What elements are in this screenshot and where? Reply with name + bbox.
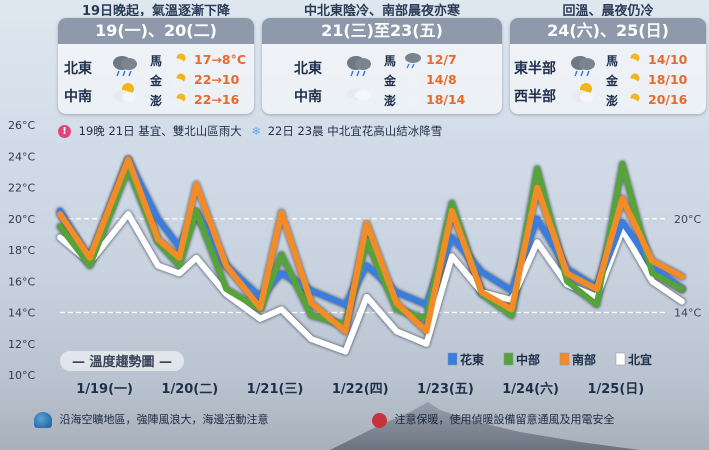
legend-label: 南部: [572, 352, 596, 367]
cloud-icon: [402, 93, 424, 113]
header-title-2: 中北東陰冷、南部晨夜亦寒: [303, 4, 460, 16]
sun-cloud-icon: [622, 71, 644, 93]
legend-label: 花東: [460, 352, 484, 367]
island-temp: 14/8: [426, 72, 457, 87]
reference-label: 20°C: [674, 213, 701, 226]
chart-title-pill: [60, 351, 184, 371]
island-name: 澎: [606, 94, 619, 108]
x-tick-label: 1/19(一): [76, 382, 133, 397]
forecast-panel-2: 21(三)至23(五) 北東 中南 馬 金 澎 12/7 14/8 18/14: [262, 18, 502, 114]
rain-cloud-icon: [344, 52, 374, 82]
header-title-1: 19日晚起，氣溫逐漸下降: [81, 4, 231, 16]
island-name: 澎: [150, 94, 163, 108]
island-name: 澎: [384, 94, 397, 108]
region-name: 西半部: [514, 89, 556, 105]
reference-label: 14°C: [674, 307, 701, 320]
cloud-icon: [344, 82, 374, 108]
forecast-panel-3: 24(六)、25(日) 東半部 西半部 馬 金 澎 14/10 18/10 20…: [510, 18, 706, 114]
sun-cloud-icon: [622, 51, 644, 73]
island-temp: 18/10: [648, 72, 688, 87]
y-tick-label: 20°C: [8, 213, 35, 226]
island-temp: 20/16: [648, 92, 688, 107]
sun-cloud-icon: [568, 80, 598, 110]
sun-cloud-icon: [168, 71, 190, 93]
warning-icon: !: [58, 125, 71, 138]
heater-icon: [372, 412, 387, 428]
warm-warning: 注意保暖，使用偵暖設備留意通風及用電安全: [394, 413, 615, 426]
forecast-panel-1: 19(一)、20(二) 北東 中南 馬 金 澎 17→8°C 22→10 22→…: [58, 18, 254, 114]
wave-icon: [34, 412, 52, 428]
x-tick-label: 1/22(四): [332, 382, 389, 397]
region-name: 中南: [64, 89, 92, 105]
legend-label: 中部: [516, 352, 540, 367]
rain-cloud-icon: [110, 52, 140, 82]
panel-title: 24(六)、25(日): [510, 18, 706, 44]
island-name: 馬: [150, 54, 163, 68]
rain-cloud-icon: [402, 51, 424, 73]
sun-cloud-icon: [622, 91, 644, 113]
region-name: 東半部: [514, 61, 556, 77]
island-name: 金: [384, 74, 397, 88]
marine-warning: 沿海空曠地區，強陣風浪大，海邊活動注意: [59, 413, 269, 426]
sun-cloud-icon: [168, 51, 190, 73]
legend-swatch: [503, 352, 514, 366]
island-temp: 22→10: [194, 72, 240, 87]
island-name: 馬: [606, 54, 619, 68]
legend-label: 北宜: [628, 352, 652, 367]
sun-cloud-icon: [168, 91, 190, 113]
legend-swatch: [615, 352, 626, 366]
y-tick-label: 14°C: [8, 307, 35, 320]
y-tick-label: 12°C: [8, 338, 35, 351]
island-temp: 18/14: [426, 92, 466, 107]
mountain-silhouette: [330, 402, 640, 450]
sun-cloud-icon: [110, 80, 140, 110]
y-tick-label: 10°C: [8, 369, 35, 382]
legend-swatch: [559, 352, 570, 366]
island-temp: 17→8°C: [194, 52, 246, 67]
chart-title: — 溫度趨勢圖 —: [72, 354, 172, 370]
x-tick-label: 1/21(三): [247, 382, 304, 397]
series-line-南部: [57, 156, 685, 335]
panel-title: 21(三)至23(五): [262, 18, 502, 44]
rain-notice: 19晚 21日 基宜、雙北山區雨大: [78, 124, 242, 138]
island-temp: 22→16: [194, 92, 240, 107]
island-temp: 14/10: [648, 52, 688, 67]
x-tick-label: 1/25(日): [587, 382, 644, 397]
snowflake-icon: ❄: [251, 124, 262, 138]
y-tick-label: 26°C: [8, 119, 35, 132]
island-name: 馬: [384, 54, 397, 68]
island-name: 金: [606, 74, 619, 88]
notice-bar: ! 19晚 21日 基宜、雙北山區雨大 ❄ 22日 23晨 中北宜花高山結冰降雪: [58, 120, 442, 142]
legend-swatch: [447, 352, 458, 366]
series-line-花東: [57, 156, 685, 308]
panel-title: 19(一)、20(二): [58, 18, 254, 44]
y-tick-label: 16°C: [8, 275, 35, 288]
x-tick-label: 1/20(二): [161, 382, 218, 397]
series-line-中部: [57, 161, 685, 328]
rain-cloud-icon: [568, 52, 598, 82]
region-name: 北東: [294, 61, 322, 77]
region-name: 北東: [64, 61, 92, 77]
footer-warm: 注意保暖，使用偵暖設備留意通風及用電安全: [372, 410, 615, 430]
y-tick-label: 24°C: [8, 150, 35, 163]
x-tick-label: 1/24(六): [502, 381, 559, 397]
y-tick-label: 18°C: [8, 244, 35, 257]
x-tick-label: 1/23(五): [417, 382, 474, 397]
island-name: 金: [150, 74, 163, 88]
header-title-3: 回溫、晨夜仍冷: [562, 4, 654, 16]
y-tick-label: 22°C: [8, 182, 35, 195]
cloud-icon: [402, 73, 424, 93]
island-temp: 12/7: [426, 52, 457, 67]
snow-notice: 22日 23晨 中北宜花高山結冰降雪: [267, 124, 443, 138]
region-name: 中南: [294, 89, 322, 105]
footer-marine: 沿海空曠地區，強陣風浪大，海邊活動注意: [34, 410, 269, 430]
